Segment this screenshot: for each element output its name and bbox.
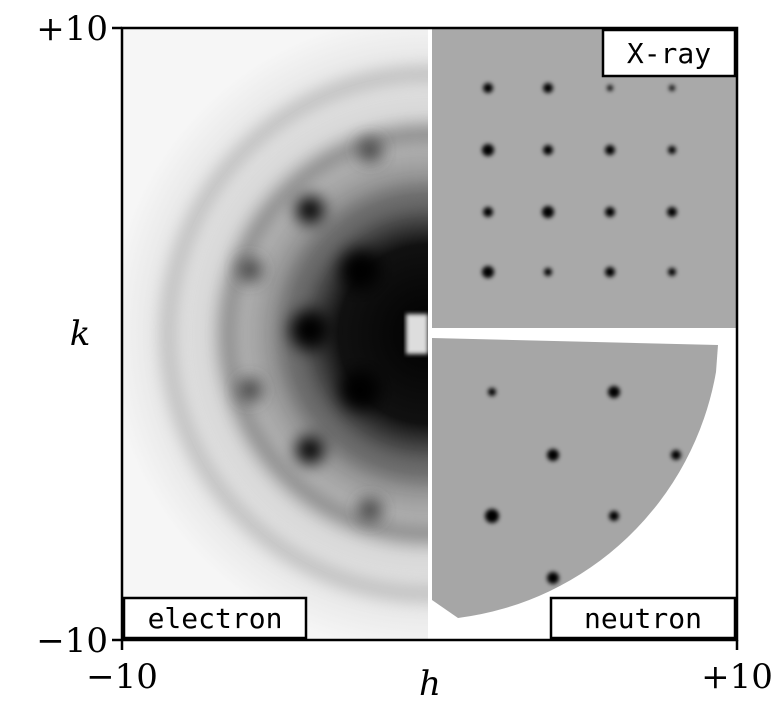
panel-label: neutron <box>584 602 702 635</box>
panel-label: X-ray <box>627 37 711 70</box>
separator <box>428 28 432 640</box>
xray-pattern <box>432 28 737 328</box>
y-tick-label: +10 <box>36 9 108 49</box>
y-axis-label: k <box>70 314 91 354</box>
y-tick-label: −10 <box>36 621 108 661</box>
panel-label: electron <box>148 602 283 635</box>
axes-frame <box>120 26 739 642</box>
tick-marks <box>112 26 739 650</box>
neutron-pattern <box>432 338 718 618</box>
x-tick-label: +10 <box>701 657 773 697</box>
electron-pattern <box>122 28 428 640</box>
label-box <box>601 28 737 78</box>
label-box <box>122 596 308 640</box>
separator <box>432 328 737 334</box>
x-axis-label: h <box>419 664 441 704</box>
x-tick-label: −10 <box>86 657 158 697</box>
label-box <box>549 596 737 640</box>
